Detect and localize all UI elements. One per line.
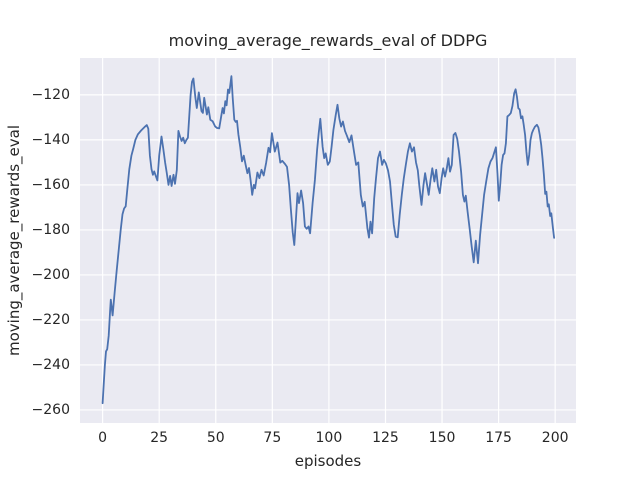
x-tick-label: 25 — [150, 430, 169, 446]
x-axis-label: episodes — [294, 452, 362, 470]
plot-area — [80, 58, 576, 423]
x-tick-label: 200 — [541, 430, 569, 446]
y-tick-label: −120 — [31, 86, 70, 103]
y-tick-label: −160 — [31, 176, 70, 193]
y-tick-label: −140 — [31, 131, 70, 148]
x-tick-label: 0 — [98, 430, 108, 446]
y-tick-label: −240 — [31, 356, 70, 373]
x-tick-label: 150 — [428, 430, 456, 446]
y-tick-label: −200 — [31, 266, 70, 283]
x-tick-label: 175 — [485, 430, 512, 446]
x-tick-label: 75 — [263, 430, 282, 446]
line-chart-canvas — [80, 58, 576, 423]
y-tick-label: −260 — [31, 401, 70, 418]
x-tick-label: 125 — [372, 430, 399, 446]
chart-title: moving_average_rewards_eval of DDPG — [168, 31, 488, 50]
y-tick-label: −220 — [31, 311, 70, 328]
y-tick-label: −180 — [31, 221, 70, 238]
data-line-moving_average_rewards_eval — [101, 75, 556, 405]
x-tick-label: 100 — [315, 430, 343, 446]
x-tick-label: 50 — [206, 430, 225, 446]
